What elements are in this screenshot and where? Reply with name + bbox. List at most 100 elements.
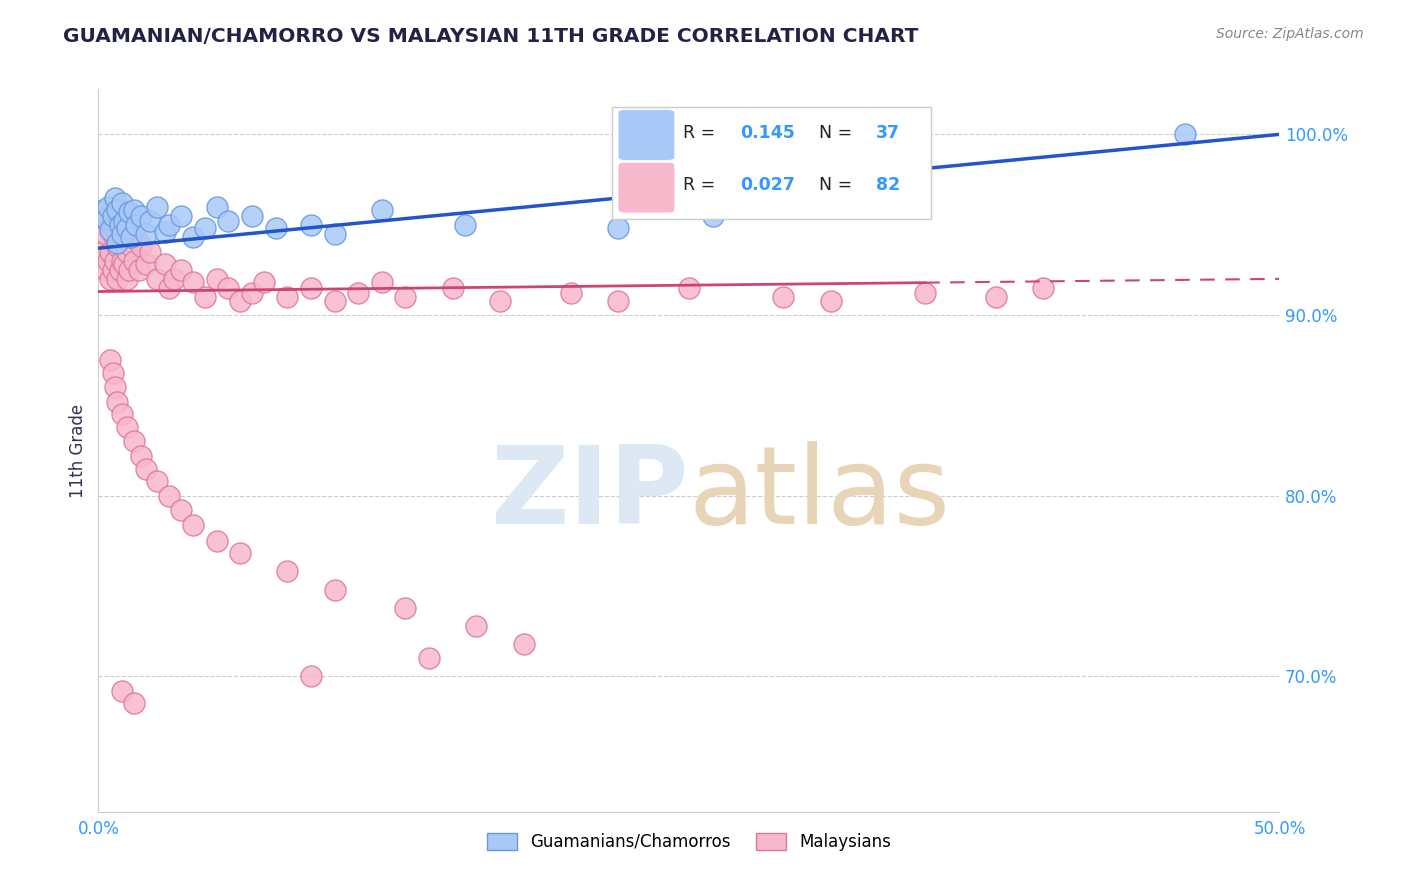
Point [1174, 128, 1197, 142]
Point [97, 209, 120, 223]
Point [112, 214, 135, 228]
Point [323, 227, 346, 241]
Point [98, 223, 121, 237]
Point [146, 272, 169, 286]
Point [108, 262, 131, 277]
Point [984, 290, 1007, 304]
Point [139, 244, 162, 259]
Point [118, 205, 141, 219]
Point [146, 200, 169, 214]
FancyBboxPatch shape [619, 162, 675, 213]
Point [121, 239, 143, 253]
Point [253, 276, 276, 290]
Point [139, 214, 162, 228]
Point [170, 262, 193, 277]
Point [914, 286, 936, 301]
Point [111, 253, 134, 268]
Point [394, 600, 416, 615]
Text: atlas: atlas [689, 441, 950, 547]
Point [276, 290, 298, 304]
Point [125, 218, 148, 232]
Point [323, 293, 346, 308]
Point [465, 618, 488, 632]
Point [115, 221, 138, 235]
Point [111, 232, 134, 246]
Point [111, 227, 134, 241]
Text: 82: 82 [876, 177, 900, 194]
Point [205, 272, 228, 286]
Point [217, 281, 239, 295]
Point [129, 449, 152, 463]
Point [489, 293, 512, 308]
Point [94, 227, 117, 241]
Point [111, 196, 134, 211]
Point [170, 209, 193, 223]
Point [128, 262, 150, 277]
Point [129, 209, 152, 223]
Point [115, 244, 138, 259]
Point [678, 281, 700, 295]
Point [101, 209, 124, 223]
Point [371, 276, 394, 290]
Point [91, 203, 114, 218]
Point [181, 517, 204, 532]
FancyBboxPatch shape [612, 107, 931, 219]
Point [146, 474, 169, 488]
Point [98, 272, 121, 286]
Text: GUAMANIAN/CHAMORRO VS MALAYSIAN 11TH GRADE CORRELATION CHART: GUAMANIAN/CHAMORRO VS MALAYSIAN 11TH GRA… [63, 27, 918, 45]
Point [702, 209, 724, 223]
Point [108, 218, 131, 232]
Point [240, 286, 263, 301]
Point [90, 235, 112, 250]
FancyBboxPatch shape [619, 110, 675, 161]
Point [394, 290, 416, 304]
Point [104, 221, 127, 235]
Legend: Guamanians/Chamorros, Malaysians: Guamanians/Chamorros, Malaysians [481, 826, 897, 857]
Point [240, 209, 263, 223]
Point [122, 253, 145, 268]
Point [91, 218, 114, 232]
Text: N =: N = [818, 124, 858, 142]
Point [418, 651, 440, 665]
Text: ZIP: ZIP [491, 441, 689, 547]
Point [97, 200, 120, 214]
Point [299, 281, 322, 295]
Point [170, 503, 193, 517]
Point [112, 257, 135, 271]
Point [94, 212, 117, 227]
Point [122, 434, 145, 449]
Point [98, 218, 121, 232]
Point [157, 489, 180, 503]
Point [135, 227, 157, 241]
Point [1032, 281, 1054, 295]
Point [104, 380, 127, 394]
Point [104, 190, 127, 204]
Point [229, 293, 252, 308]
Point [125, 232, 148, 246]
Text: R =: R = [683, 177, 721, 194]
Point [115, 272, 138, 286]
Point [115, 420, 138, 434]
Point [264, 221, 287, 235]
Y-axis label: 11th Grade: 11th Grade [69, 403, 87, 498]
Point [97, 253, 120, 268]
Point [118, 262, 141, 277]
Point [181, 230, 204, 244]
Text: 0.027: 0.027 [740, 177, 794, 194]
Point [163, 272, 186, 286]
Point [122, 696, 145, 710]
Point [453, 218, 475, 232]
Point [94, 262, 117, 277]
Point [276, 565, 298, 579]
Point [105, 203, 128, 218]
Point [101, 227, 124, 241]
Point [101, 262, 124, 277]
Point [105, 272, 128, 286]
Point [371, 203, 394, 218]
Point [299, 669, 322, 683]
Point [157, 218, 180, 232]
Point [441, 281, 464, 295]
Point [512, 637, 534, 651]
Point [323, 582, 346, 597]
Point [91, 244, 114, 259]
